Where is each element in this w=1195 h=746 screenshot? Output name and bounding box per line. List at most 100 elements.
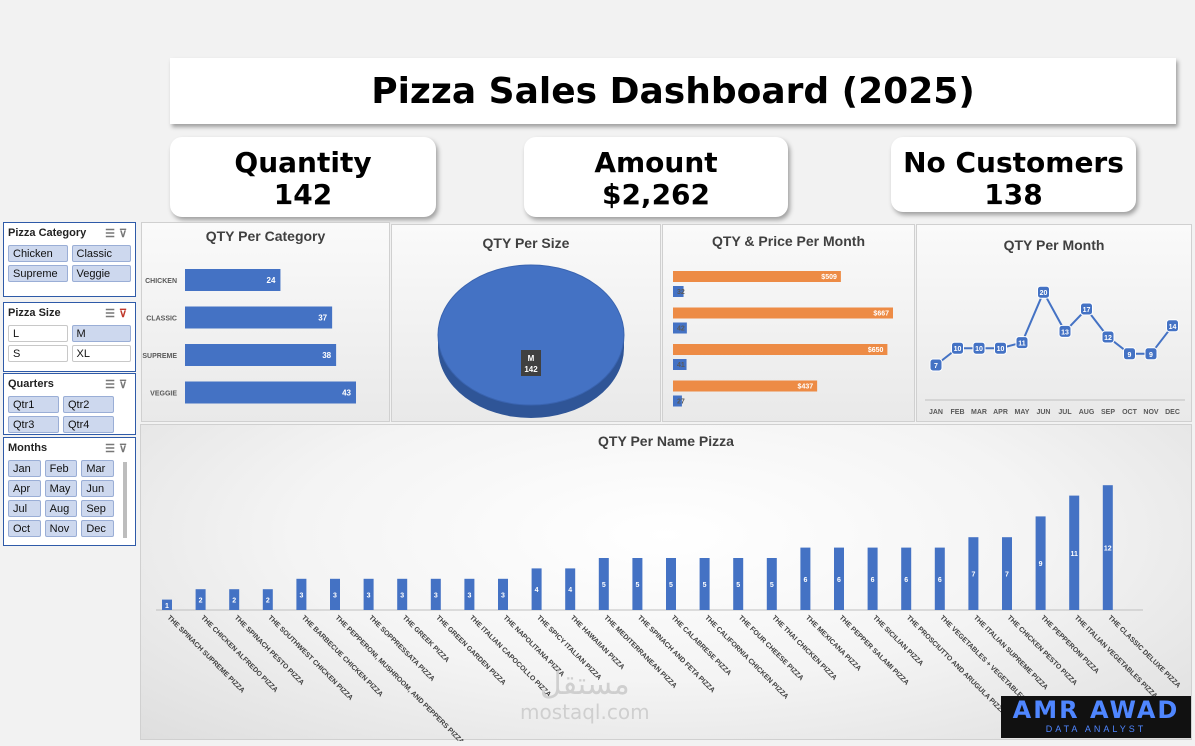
slicer-category-button-chicken[interactable]: Chicken bbox=[8, 245, 68, 262]
slicer-size-button-xl[interactable]: XL bbox=[71, 345, 131, 362]
multi-select-icon[interactable]: ☰ bbox=[105, 307, 119, 320]
name-data-label: 4 bbox=[535, 587, 539, 594]
slicer-months-button-feb[interactable]: Feb bbox=[44, 460, 78, 477]
name-tick-label: THE MEXICANA PIZZA bbox=[804, 614, 862, 672]
slicer-months-scrollbar[interactable] bbox=[123, 462, 127, 538]
slicer-months-button-mar[interactable]: Mar bbox=[81, 460, 114, 477]
slicer-quarters-button-qtr4[interactable]: Qtr4 bbox=[63, 416, 114, 433]
name-bar bbox=[766, 558, 777, 610]
pie-data-label-box bbox=[521, 350, 541, 376]
price-data-label: $437 bbox=[798, 384, 814, 391]
name-bar bbox=[498, 578, 508, 610]
slicer-pizza-size: Pizza Size ☰⊽ L M S XL bbox=[3, 302, 136, 372]
name-data-label: 2 bbox=[232, 598, 236, 605]
slicer-quarters-button-qtr3[interactable]: Qtr3 bbox=[8, 416, 59, 433]
category-data-label: 43 bbox=[342, 389, 351, 398]
name-data-label: 3 bbox=[367, 592, 371, 599]
name-bar bbox=[565, 568, 576, 610]
name-bar bbox=[598, 558, 609, 610]
multi-select-icon[interactable]: ☰ bbox=[105, 378, 119, 391]
category-data-label: 38 bbox=[322, 351, 331, 360]
price-data-label: $650 bbox=[868, 347, 884, 354]
month-tick-label: JAN bbox=[929, 409, 943, 416]
clear-filter-icon[interactable]: ⊽ bbox=[118, 227, 131, 240]
slicer-months-button-jul[interactable]: Jul bbox=[8, 500, 41, 517]
month-point bbox=[972, 341, 986, 355]
slicer-months-button-dec[interactable]: Dec bbox=[81, 520, 114, 537]
slicer-pizza-category: Pizza Category ☰⊽ Chicken Classic Supreme Ve… bbox=[3, 222, 136, 297]
chart-title-category: QTY Per Category bbox=[205, 228, 326, 244]
month-data-label: 9 bbox=[1149, 352, 1153, 359]
chart-title-qty-price: QTY & Price Per Month bbox=[712, 233, 865, 249]
name-bar bbox=[733, 558, 744, 610]
kpi-customers-label: No Customers bbox=[903, 146, 1124, 179]
qty-data-label: 27 bbox=[677, 399, 685, 406]
price-data-label: $509 bbox=[821, 274, 837, 281]
qty-bar bbox=[673, 359, 687, 370]
slicer-category-items: Chicken Classic Supreme Veggie bbox=[4, 243, 135, 286]
month-tick-label: MAY bbox=[1015, 409, 1030, 416]
clear-filter-icon[interactable]: ⊽ bbox=[118, 307, 131, 320]
kpi-customers-card: No Customers 138 bbox=[891, 137, 1136, 212]
chart-qty-price-per-month: $509 32 $667 42 $650 41 $437 27 bbox=[673, 271, 893, 407]
slicer-quarters-button-qtr1[interactable]: Qtr1 bbox=[8, 396, 59, 413]
slicer-size-button-s[interactable]: S bbox=[8, 345, 68, 362]
qty-bar bbox=[673, 322, 687, 334]
name-data-label: 5 bbox=[770, 582, 774, 589]
month-tick-label: APR bbox=[993, 409, 1008, 416]
slicer-size-button-m[interactable]: M bbox=[71, 325, 131, 342]
name-bar bbox=[330, 578, 340, 610]
slicer-category-button-classic[interactable]: Classic bbox=[71, 245, 131, 262]
name-data-label: 3 bbox=[400, 592, 404, 599]
name-data-label: 1 bbox=[165, 603, 169, 610]
slicer-category-button-veggie[interactable]: Veggie bbox=[71, 265, 131, 282]
name-data-label: 7 bbox=[971, 572, 975, 579]
name-bar bbox=[1002, 537, 1012, 610]
name-data-label: 7 bbox=[1005, 572, 1009, 579]
category-bar bbox=[185, 344, 337, 366]
price-bar bbox=[673, 271, 841, 282]
name-tick-label: THE CHICKEN PESTO PIZZA bbox=[1006, 614, 1079, 687]
chart-title-name-pizza: QTY Per Name Pizza bbox=[598, 433, 734, 449]
chart-title-size: QTY Per Size bbox=[482, 235, 570, 251]
name-data-label: 5 bbox=[602, 582, 606, 589]
name-bar bbox=[934, 547, 945, 610]
name-tick-label: THE SPINACH SUPREME PIZZA bbox=[166, 614, 246, 694]
month-point bbox=[1101, 330, 1115, 344]
slicer-months-button-may[interactable]: May bbox=[44, 480, 78, 497]
name-bar bbox=[699, 558, 710, 610]
slicer-category-title: Pizza Category bbox=[8, 227, 87, 239]
slicer-months-button-jun[interactable]: Jun bbox=[81, 480, 114, 497]
category-bar bbox=[185, 306, 333, 329]
clear-filter-icon[interactable]: ⊽ bbox=[118, 442, 131, 455]
category-tick-label: CHICKEN bbox=[145, 278, 177, 285]
multi-select-icon[interactable]: ☰ bbox=[105, 442, 119, 455]
slicer-months-button-aug[interactable]: Aug bbox=[44, 500, 78, 517]
slicer-size-title: Pizza Size bbox=[8, 307, 61, 319]
slicer-size-button-l[interactable]: L bbox=[8, 325, 68, 342]
name-data-label: 9 bbox=[1039, 561, 1043, 568]
category-bar bbox=[185, 381, 356, 404]
clear-filter-icon[interactable]: ⊽ bbox=[118, 378, 131, 391]
qty-data-label: 32 bbox=[677, 289, 685, 296]
name-data-label: 2 bbox=[266, 598, 270, 605]
slicer-months-button-oct[interactable]: Oct bbox=[8, 520, 41, 537]
category-data-label: 24 bbox=[267, 276, 276, 285]
kpi-quantity-card: Quantity 142 bbox=[170, 137, 436, 217]
slicer-months-button-jan[interactable]: Jan bbox=[8, 460, 41, 477]
month-point bbox=[1166, 319, 1179, 333]
slicer-months-button-apr[interactable]: Apr bbox=[8, 480, 41, 497]
multi-select-icon[interactable]: ☰ bbox=[105, 227, 119, 240]
slicer-months-button-sep[interactable]: Sep bbox=[81, 500, 114, 517]
slicer-category-button-supreme[interactable]: Supreme bbox=[8, 265, 68, 282]
slicer-months: Months ☰⊽ Jan Feb Mar Apr May Jun Jul Aug Sep Oct N… bbox=[3, 437, 136, 546]
slicer-months-items: Jan Feb Mar Apr May Jun Jul Aug Sep Oct Nov Dec bbox=[4, 458, 118, 541]
name-bar bbox=[901, 547, 912, 610]
month-point bbox=[1144, 347, 1158, 361]
name-bar bbox=[229, 589, 240, 610]
category-bar bbox=[185, 269, 281, 291]
name-bar bbox=[1102, 485, 1113, 610]
slicer-months-button-nov[interactable]: Nov bbox=[44, 520, 78, 537]
name-bar bbox=[430, 578, 441, 610]
slicer-quarters-button-qtr2[interactable]: Qtr2 bbox=[63, 396, 114, 413]
